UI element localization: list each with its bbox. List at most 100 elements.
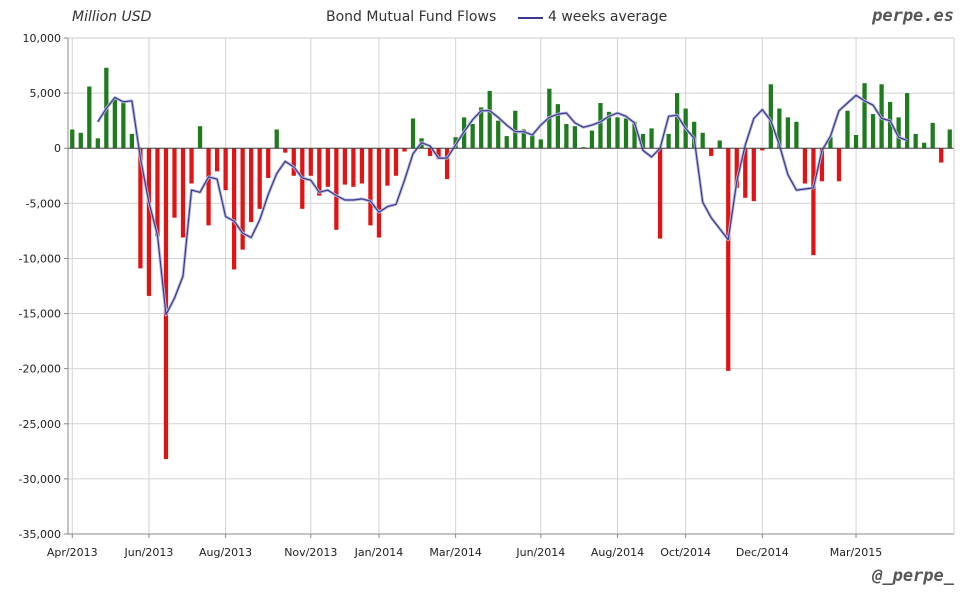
flow-bar <box>274 129 279 149</box>
flow-bar <box>146 148 152 296</box>
x-tick-label: Oct/2014 <box>660 546 711 559</box>
flow-bar <box>530 133 535 149</box>
flow-bar <box>947 129 952 149</box>
flow-bar <box>231 148 237 270</box>
flow-bar <box>197 126 203 149</box>
legend-label: 4 weeks average <box>548 9 668 25</box>
x-tick-label: Apr/2013 <box>47 546 98 559</box>
flow-bar <box>887 101 893 149</box>
flow-bar <box>410 118 416 149</box>
flow-bar <box>657 148 663 239</box>
flow-bar <box>70 129 75 149</box>
flow-bar <box>334 148 339 230</box>
flow-bar <box>896 117 901 149</box>
units-label: Million USD <box>72 9 152 25</box>
average-line-halo <box>96 93 908 317</box>
y-tick-label: -10,000 <box>19 252 61 265</box>
flow-bar <box>214 148 220 172</box>
flow-bar <box>538 139 543 149</box>
flow-bar <box>359 148 365 184</box>
flow-bar <box>180 148 186 238</box>
y-axis-ticks: 10,000 5,000 0 -5,000 -10,000 -15,000 -20,000 -… <box>19 32 68 541</box>
flow-bar <box>922 142 927 149</box>
flow-bar <box>623 118 629 149</box>
flow-bar <box>717 140 722 149</box>
flow-bar <box>513 110 518 149</box>
flow-bar <box>487 90 492 149</box>
flow-bar <box>351 148 356 187</box>
x-tick-label: Aug/2013 <box>199 546 252 559</box>
flow-bar <box>632 121 637 149</box>
flow-bar <box>751 148 756 202</box>
flow-bar <box>436 148 441 160</box>
flow-bar <box>640 133 646 149</box>
flow-bar <box>240 148 245 250</box>
flow-bar <box>794 121 799 149</box>
flow-bar <box>615 117 620 149</box>
grid-lines <box>68 37 954 535</box>
flow-bar <box>342 148 348 185</box>
chart-title: Bond Mutual Fund Flows <box>326 9 497 25</box>
flow-bar <box>913 133 918 149</box>
flow-bar <box>726 148 731 371</box>
flow-bar <box>845 110 850 149</box>
flow-bar <box>581 147 586 149</box>
x-tick-label: Nov/2013 <box>284 546 337 559</box>
flow-bar <box>939 148 944 163</box>
flow-bar <box>666 133 671 149</box>
y-tick-label: -5,000 <box>26 197 61 210</box>
y-tick-label: -25,000 <box>19 418 61 431</box>
flow-bar <box>223 148 228 191</box>
flow-bar <box>862 83 867 149</box>
flow-bar <box>709 148 714 156</box>
flow-bar <box>589 130 595 149</box>
x-tick-label: Jun/2014 <box>515 546 565 559</box>
flow-bar <box>249 148 254 223</box>
flow-bar <box>606 111 612 149</box>
flow-bar <box>206 148 211 226</box>
flow-bar <box>760 148 765 151</box>
x-tick-label: Jan/2014 <box>354 546 404 559</box>
flow-bar <box>317 148 322 196</box>
y-tick-label: -15,000 <box>19 308 61 321</box>
flow-bar <box>479 107 484 149</box>
brand-logo-top: perpe.es <box>872 6 954 26</box>
flow-bar <box>393 148 399 176</box>
flow-bar <box>598 103 603 149</box>
legend-line-swatch <box>518 17 543 19</box>
flow-bar <box>870 114 876 149</box>
flow-bar <box>819 148 825 182</box>
flow-bar <box>572 126 578 149</box>
flow-bar <box>496 120 501 149</box>
flow-bar <box>785 117 791 149</box>
x-tick-label: Mar/2015 <box>830 546 882 559</box>
flow-bar <box>368 148 373 226</box>
x-tick-label: Mar/2014 <box>429 546 481 559</box>
flow-bar <box>402 148 407 152</box>
flow-bar <box>78 132 83 149</box>
flow-bar <box>700 132 705 149</box>
flow-bar <box>692 121 697 149</box>
x-tick-label: Aug/2014 <box>591 546 644 559</box>
y-tick-label: -30,000 <box>19 473 61 486</box>
flow-bar <box>112 98 117 149</box>
flow-bar <box>121 101 126 149</box>
y-tick-label: 5,000 <box>30 87 62 100</box>
flow-bar <box>853 134 859 149</box>
flow-bar <box>743 148 748 198</box>
flow-bar <box>802 148 808 184</box>
flow-bar <box>930 122 935 149</box>
average-line-group <box>96 93 908 317</box>
flow-bar <box>87 86 92 149</box>
flow-bar <box>777 108 782 149</box>
flow-bar <box>325 148 330 187</box>
flow-bar <box>470 123 475 149</box>
flow-bar <box>674 93 680 149</box>
axes <box>67 37 955 535</box>
flow-bar <box>283 148 288 153</box>
flow-bar <box>308 148 313 176</box>
brand-handle-bottom: @_perpe_ <box>872 566 954 586</box>
flow-bar <box>376 148 382 238</box>
flow-bar <box>564 123 569 149</box>
